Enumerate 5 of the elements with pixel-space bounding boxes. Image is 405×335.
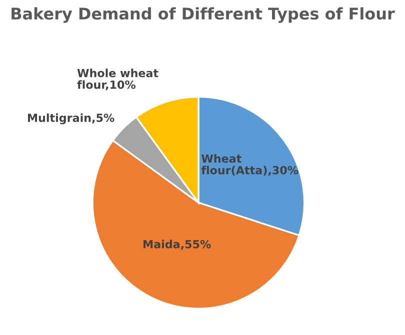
slice-label: Whole wheat flour,10% [77,68,158,90]
slice-label: Multigrain,5% [28,113,114,124]
slice-label: Wheat flour(Atta),30% [201,154,298,176]
slice-label: Maida,55% [144,240,211,250]
chart-title: Bakery Demand of Different Types of Flour [12,7,395,23]
